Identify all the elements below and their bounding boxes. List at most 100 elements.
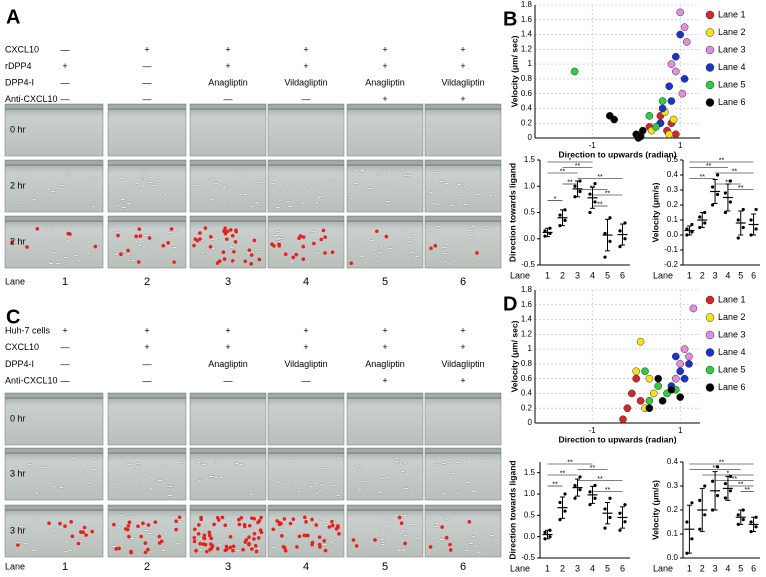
tracked-cell — [141, 521, 145, 526]
y-tick-label: 0.0 — [667, 553, 679, 562]
point — [618, 245, 622, 249]
cell — [482, 459, 488, 462]
point — [678, 89, 687, 98]
tracked-cell — [136, 524, 140, 529]
legend-label: Lane 6 — [718, 97, 746, 107]
cell — [377, 251, 383, 254]
tracked-cell — [230, 233, 235, 238]
cell — [129, 537, 135, 540]
cell — [132, 225, 138, 229]
lane-title: Lane — [653, 270, 673, 280]
cell — [276, 237, 283, 240]
significance-label: ** — [605, 487, 611, 494]
cell — [58, 526, 64, 530]
tracked-cell — [136, 260, 141, 264]
point — [667, 97, 676, 105]
point — [741, 207, 745, 212]
point — [570, 67, 579, 76]
cell — [330, 178, 336, 182]
tracked-cell — [247, 535, 251, 539]
cell — [126, 463, 132, 466]
tracked-cell — [207, 533, 212, 538]
tracked-cell — [81, 530, 85, 534]
condition-name: CXCL10 — [5, 342, 39, 352]
tracked-cell — [147, 236, 152, 240]
y-tick-label: 1.5 — [524, 468, 536, 477]
condition-value: — — [143, 94, 152, 104]
point — [715, 465, 720, 469]
point — [671, 52, 680, 61]
tracked-cell — [440, 525, 444, 529]
microscopy-image — [424, 215, 502, 269]
tracked-cell — [174, 527, 178, 532]
cell — [269, 182, 276, 185]
tracked-cell — [146, 523, 151, 527]
y-tick-label: 1 — [528, 344, 533, 353]
tracked-cell — [153, 520, 158, 524]
cell — [213, 230, 219, 234]
legend-label: Lane 1 — [718, 294, 746, 304]
cell — [466, 456, 472, 460]
point — [610, 115, 619, 124]
point — [676, 393, 685, 401]
y-axis-title: Velocity (μm/s) — [650, 182, 660, 242]
point — [680, 75, 689, 83]
cell — [454, 461, 461, 464]
cell — [446, 262, 452, 266]
cell — [385, 476, 392, 479]
point — [543, 530, 547, 535]
tracked-cell — [146, 547, 150, 552]
cell — [200, 523, 207, 527]
tracked-cell — [69, 520, 74, 524]
cell — [55, 262, 61, 265]
cell — [353, 169, 360, 172]
cell — [208, 475, 214, 478]
y-tick-label: 1.8 — [521, 0, 533, 9]
cell — [86, 240, 92, 243]
condition-value: + — [303, 61, 308, 71]
cell — [34, 468, 41, 472]
point — [632, 374, 641, 383]
point — [578, 488, 582, 492]
cell — [318, 483, 325, 487]
point — [690, 501, 694, 505]
condition-value: + — [303, 342, 308, 352]
point — [667, 60, 676, 68]
cell — [349, 254, 355, 258]
lane-label: 4 — [590, 563, 595, 573]
point — [623, 520, 627, 524]
y-tick-label: -0.5 — [521, 553, 535, 562]
cell — [92, 175, 98, 179]
cell — [115, 230, 121, 234]
cell — [167, 494, 173, 497]
tracked-cell — [199, 517, 203, 522]
cell — [59, 184, 65, 187]
microscopy-image — [107, 103, 187, 157]
legend-label: Lane 3 — [718, 329, 746, 339]
point — [588, 192, 592, 196]
cell — [475, 193, 481, 196]
cell — [234, 462, 240, 465]
condition-value: + — [460, 325, 465, 335]
tracked-cell — [198, 231, 202, 235]
cell — [31, 549, 37, 552]
cell — [284, 200, 291, 203]
cell — [143, 529, 149, 532]
cell — [442, 260, 449, 264]
point — [676, 360, 685, 368]
cell — [221, 185, 228, 188]
point — [658, 396, 667, 405]
cell — [446, 461, 452, 464]
cell — [77, 259, 83, 262]
point — [703, 513, 707, 517]
cell — [85, 252, 92, 255]
significance-label: ** — [719, 157, 725, 164]
condition-value: Anagliptin — [365, 77, 405, 87]
point — [652, 123, 660, 131]
panel-label: D — [503, 293, 517, 315]
y-tick-label: 1.2 — [521, 329, 533, 338]
tracked-cell — [354, 544, 359, 548]
point — [671, 374, 680, 383]
microscopy-image — [267, 103, 345, 157]
point — [573, 483, 577, 488]
